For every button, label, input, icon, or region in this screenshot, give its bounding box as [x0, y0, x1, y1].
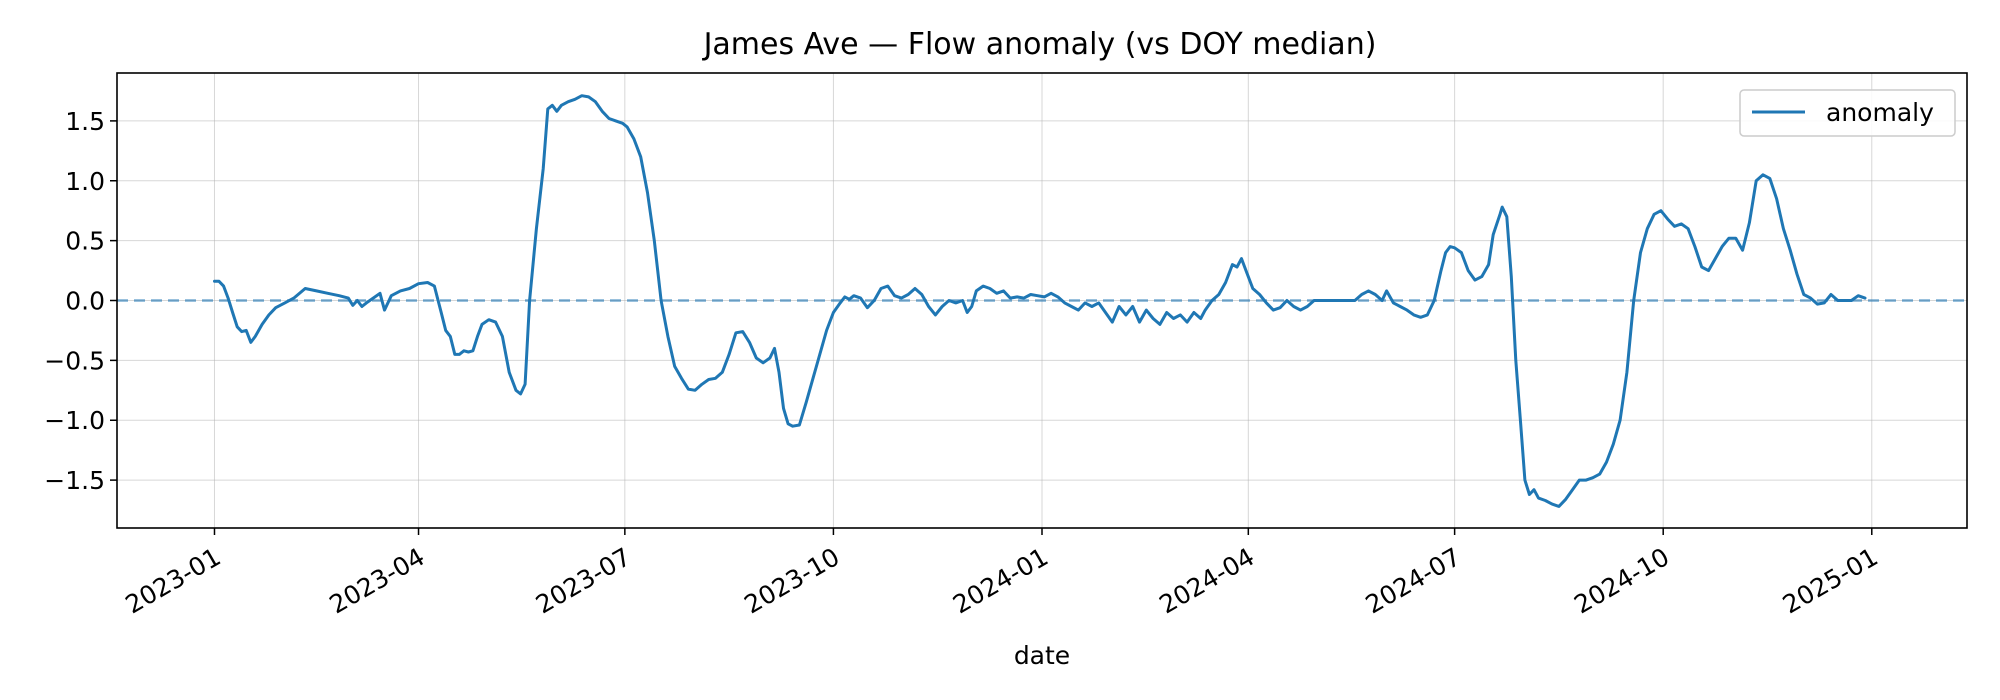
y-tick-label: 1.0 — [65, 167, 105, 196]
legend: anomaly — [1739, 89, 1956, 137]
y-tick-label: 0.0 — [65, 287, 105, 316]
y-tick-label: 1.5 — [65, 107, 105, 136]
series-layer — [213, 94, 1867, 508]
y-tick-label: 0.5 — [65, 227, 105, 256]
legend-label-anomaly: anomaly — [1826, 98, 1934, 127]
legend-box — [1739, 89, 1956, 137]
series-line-anomaly — [213, 94, 1867, 508]
y-tick-label: −1.0 — [44, 406, 105, 435]
y-tick-label: −1.5 — [44, 466, 105, 495]
y-tick-label: −0.5 — [44, 346, 105, 375]
y-axis: −1.5 −1.0 −0.5 0.0 0.5 1.0 1.5 — [44, 107, 117, 495]
chart-title: James Ave — Flow anomaly (vs DOY median) — [702, 27, 1377, 62]
x-axis-label: date — [1014, 641, 1070, 670]
